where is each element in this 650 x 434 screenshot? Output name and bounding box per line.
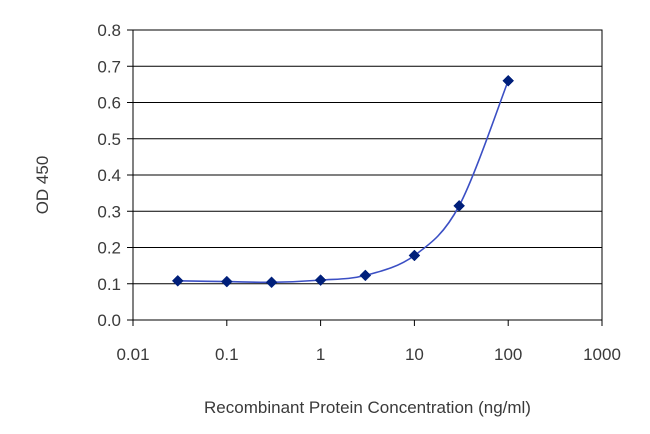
y-tick-label-0.7: 0.7 (97, 57, 121, 76)
x-tick-label-0.1: 0.1 (215, 345, 239, 364)
data-point-0-0 (171, 274, 184, 287)
x-tick-label-100: 100 (494, 345, 522, 364)
data-point-0-5 (408, 249, 421, 262)
x-tick-label-1: 1 (316, 345, 325, 364)
y-tick-label-0.8: 0.8 (97, 21, 121, 40)
x-axis-title: Recombinant Protein Concentration (ng/ml… (204, 398, 531, 417)
data-point-0-3 (314, 274, 327, 286)
data-point-0-1 (220, 275, 233, 288)
x-tick-label-10: 10 (405, 345, 424, 364)
tick-labels: 0.0 0.1 0.2 0.3 0.4 0.5 0.6 0.7 0.8 0.01 0.1 1 10 100… (97, 21, 621, 364)
y-tick-label-0.0: 0.0 (97, 311, 121, 330)
x-tick-label-0.01: 0.01 (116, 345, 149, 364)
y-tick-label-0.4: 0.4 (97, 166, 121, 185)
y-tick-label-0.6: 0.6 (97, 94, 121, 113)
y-tick-label-0.5: 0.5 (97, 130, 121, 149)
axes (127, 29, 603, 326)
y-tick-label-0.1: 0.1 (97, 275, 121, 294)
data-points (171, 74, 515, 289)
y-tick-label-0.3: 0.3 (97, 202, 121, 221)
grid-lines (133, 29, 602, 285)
y-axis-title: OD 450 (33, 156, 52, 215)
data-point-0-7 (502, 74, 515, 87)
x-tick-label-1000: 1000 (583, 345, 621, 364)
y-tick-label-0.2: 0.2 (97, 239, 121, 258)
data-point-0-6 (453, 199, 466, 212)
data-point-0-2 (265, 276, 278, 289)
fitted-curve (177, 80, 509, 284)
data-point-0-4 (359, 269, 372, 282)
plot-frame (132, 29, 603, 321)
